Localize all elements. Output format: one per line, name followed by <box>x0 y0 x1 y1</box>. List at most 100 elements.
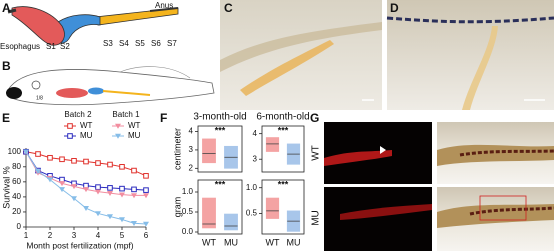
data-point <box>131 167 137 174</box>
box <box>202 197 216 229</box>
plot-frame <box>197 179 243 235</box>
legend-group-title: Batch 2 <box>64 110 92 119</box>
photo-d <box>386 0 554 110</box>
data-point <box>143 193 149 199</box>
y-tick-label: 2 <box>189 163 194 172</box>
data-point <box>95 189 101 195</box>
y-tick-label: 3 <box>253 154 258 163</box>
data-point <box>59 181 65 187</box>
data-point <box>35 151 41 157</box>
box <box>265 197 280 219</box>
data-point <box>23 149 29 155</box>
y-tick-label: 20 <box>12 207 21 216</box>
panel-letter: E <box>2 111 10 125</box>
data-point <box>83 158 89 165</box>
segment-label: S6 <box>151 39 161 48</box>
data-point <box>107 214 113 220</box>
x-tick-label: 2 <box>48 231 53 240</box>
data-point <box>35 169 41 175</box>
x-tick-label: MU <box>224 237 238 247</box>
fish-diagram <box>6 66 215 106</box>
data-point <box>47 177 53 183</box>
y-tick-label: 4 <box>189 127 194 136</box>
legend-label: MU <box>80 131 93 140</box>
y-tick-label: 60 <box>12 177 21 186</box>
x-tick-label: 4 <box>96 231 101 240</box>
y-tick-label: 80 <box>12 162 21 171</box>
data-point <box>143 187 149 193</box>
x-tick-label: WT <box>202 237 216 247</box>
subplot-title: 3-month-old <box>193 112 246 123</box>
legend-marker <box>115 123 121 129</box>
y-tick-label: 0.0 <box>182 227 194 236</box>
row-label: MU <box>311 210 322 226</box>
legend-marker <box>67 133 73 139</box>
y-tick-label: 3 <box>189 145 194 154</box>
photo-c <box>220 0 382 110</box>
subplot-title: 6-month-old <box>256 112 309 123</box>
x-tick-label: WT <box>266 237 280 247</box>
segment-label: S5 <box>135 39 145 48</box>
scale-label: 1/8 <box>36 95 43 101</box>
y-tick-label: 0 <box>17 222 22 231</box>
data-point <box>71 157 77 164</box>
segment-label: S7 <box>167 39 177 48</box>
x-axis-label: Month post fertilization (mpf) <box>26 240 133 250</box>
row-label: WT <box>311 145 322 161</box>
box <box>265 137 280 152</box>
panel-letter: C <box>224 1 233 15</box>
gut-diagram <box>7 6 179 46</box>
segment-label: S1 <box>46 42 56 51</box>
data-point <box>95 184 101 190</box>
plot-frame <box>197 125 243 173</box>
x-tick-label: 1 <box>24 231 29 240</box>
panel-letter: F <box>160 111 167 125</box>
y-tick-label: 1.0 <box>182 187 194 196</box>
segment-label: S2 <box>60 42 70 51</box>
data-point <box>95 211 101 217</box>
significance: *** <box>278 179 289 189</box>
panel-letter: G <box>310 111 319 125</box>
data-point <box>71 196 77 202</box>
esophagus-label: Esophagus <box>0 42 40 51</box>
data-point <box>83 187 89 193</box>
data-point <box>59 187 65 193</box>
y-tick-label: 0.5 <box>182 207 194 216</box>
data-point <box>119 192 125 198</box>
y-axis-label: Survival % <box>1 166 11 209</box>
significance: *** <box>215 179 226 189</box>
significance: *** <box>215 125 226 135</box>
significance: *** <box>278 125 289 135</box>
legend-label: WT <box>128 121 141 130</box>
photo-g <box>324 122 554 251</box>
x-tick-label: 3 <box>72 231 77 240</box>
data-point <box>47 154 53 161</box>
data-point <box>119 217 125 223</box>
legend-marker <box>115 133 121 139</box>
panel-letter: B <box>2 59 11 73</box>
data-point <box>119 185 125 192</box>
legend-marker <box>67 123 73 129</box>
data-point <box>95 160 101 166</box>
data-point <box>143 173 149 179</box>
y-tick-label: 40 <box>12 192 21 201</box>
x-tick-label: MU <box>287 237 301 247</box>
anus-label: Anus <box>155 1 173 10</box>
y-tick-label: 4 <box>253 129 258 138</box>
y-tick-label: 0.5 <box>246 209 258 218</box>
legend-label: MU <box>128 131 141 140</box>
plot-frame <box>261 179 305 235</box>
y-tick-label: 100 <box>8 147 22 156</box>
data-point <box>107 161 113 168</box>
plot-frame <box>261 125 305 173</box>
y-axis-label: gram <box>172 197 182 218</box>
panel-letter: D <box>390 1 399 15</box>
y-tick-label: 1.0 <box>246 183 258 192</box>
data-point <box>119 164 125 170</box>
data-point <box>59 156 65 163</box>
legend-group-title: Batch 1 <box>112 110 140 119</box>
data-point <box>131 221 137 227</box>
segment-label: S3 <box>103 39 113 48</box>
